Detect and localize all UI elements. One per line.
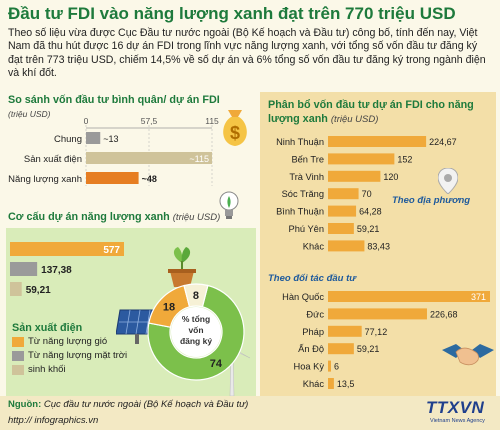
province-category-label: Bến Tre	[291, 154, 324, 164]
structure-bar-chart: 577 137,38 59,21	[10, 242, 124, 296]
pie-slice	[183, 283, 209, 308]
avg-tick-label: 115	[205, 116, 219, 126]
avg-chart-title: So sánh vốn đầu tư bình quân/ dự án FDI	[8, 94, 220, 106]
partner-value-label: 226,68	[430, 309, 458, 319]
province-category-label: Trà Vinh	[289, 172, 324, 182]
money-bag-icon: $	[223, 110, 247, 146]
intro-paragraph: Theo số liệu vừa được Cục Đầu tư nước ng…	[8, 27, 486, 80]
partner-bar	[328, 308, 427, 320]
pie-center-label: vốn	[188, 325, 203, 335]
partner-bar	[328, 325, 362, 337]
pie-slice	[147, 284, 245, 381]
structure-chart-title: Cơ cấu dự án năng lượng xanh (triệu USD)	[8, 211, 221, 223]
svg-text:$: $	[230, 123, 240, 143]
province-category-label: Khác	[303, 241, 325, 251]
province-bar	[328, 153, 395, 165]
handshake-icon	[442, 344, 494, 366]
province-value-label: 59,21	[357, 224, 380, 234]
map-pin-icon	[438, 168, 458, 194]
partner-bar	[328, 291, 490, 302]
avg-category-label: Sản xuất điện	[24, 154, 82, 165]
legend-item-wind: Từ năng lượng gió	[12, 336, 107, 347]
legend-title: Sản xuất điện	[12, 322, 83, 334]
pie-value-label: 18	[163, 302, 175, 314]
province-value-label: 152	[397, 154, 412, 164]
province-value-label: 70	[362, 189, 372, 199]
province-bar-chart: Ninh Thuận 224,67 Bến Tre 152 Trà Vinh 120 Sóc…	[276, 136, 457, 252]
structure-bar	[10, 282, 22, 296]
source-line: Nguồn: Cục đầu tư nước ngoài (Bộ Kế hoạc…	[8, 399, 249, 410]
province-value-label: 120	[383, 172, 398, 182]
legend-item-solar: Từ năng lượng mặt trời	[12, 350, 127, 361]
avg-tick-label: 57,5	[141, 116, 158, 126]
partner-value-label: 13,5	[337, 379, 355, 389]
province-bar	[328, 223, 354, 234]
partner-category-label: Hàn Quốc	[282, 292, 324, 302]
avg-bar	[86, 152, 212, 164]
province-value-label: 64,28	[359, 207, 382, 217]
pie-center	[171, 307, 221, 357]
province-category-label: Sóc Trăng	[282, 189, 324, 199]
province-group-label: Theo địa phương	[392, 195, 471, 206]
partner-value-label: 371	[471, 292, 486, 302]
avg-chart-unit: (triệu USD)	[8, 109, 51, 119]
partner-category-label: Đức	[306, 309, 324, 319]
avg-value-label: ~115	[189, 154, 209, 164]
pie-value-label: 8	[193, 290, 199, 302]
province-bar	[328, 240, 365, 252]
avg-bar	[86, 172, 139, 184]
pie-center-label: % tổng	[182, 314, 210, 324]
province-value-label: 83,43	[367, 241, 390, 251]
avg-category-label: Chung	[54, 134, 82, 145]
ttxvn-logo: TTXVN	[426, 398, 485, 417]
partner-category-label: Ấn Độ	[298, 344, 324, 354]
website-link[interactable]: http:// infographics.vn	[8, 415, 99, 426]
logo-subtitle: Vietnam News Agency	[430, 418, 485, 424]
legend-item-biomass: sinh khối	[12, 364, 66, 375]
province-bar	[328, 188, 359, 200]
partner-bar-chart: Hàn Quốc 371 Đức 226,68 Pháp 77,12 Ấn Độ 59,21 H…	[282, 291, 490, 389]
allocation-chart-title: Phân bổ vốn đầu tư dự án FDI cho năng lư…	[268, 99, 474, 125]
province-category-label: Bình Thuận	[276, 207, 324, 217]
avg-bar	[86, 132, 101, 144]
partner-value-label: 6	[334, 362, 339, 372]
pie-value-label: 74	[210, 358, 223, 370]
avg-value-label: ~13	[103, 134, 118, 144]
partner-category-label: Hoa Kỳ	[294, 362, 325, 372]
structure-value-label: 577	[103, 245, 120, 256]
province-category-label: Ninh Thuận	[276, 137, 324, 147]
footer	[0, 396, 500, 430]
partner-bar	[328, 378, 334, 389]
avg-category-label: Năng lượng xanh	[8, 174, 82, 185]
avg-investment-chart: 0 57,5 115 Chung ~13 Sản xuất điện ~115 Năng lư…	[8, 116, 219, 186]
plant-pot-icon	[168, 247, 196, 287]
avg-value-label: ~48	[142, 174, 157, 184]
structure-bar	[10, 262, 38, 276]
structure-bar	[10, 242, 124, 256]
province-bar	[328, 205, 357, 217]
pie-center-label: đăng ký	[180, 336, 212, 346]
partner-group-label: Theo đối tác đầu tư	[268, 273, 357, 284]
partner-value-label: 77,12	[365, 327, 388, 337]
partner-bar	[328, 360, 331, 372]
structure-value-label: 59,21	[26, 285, 51, 296]
partner-category-label: Khác	[303, 379, 325, 389]
partner-category-label: Pháp	[302, 327, 324, 337]
province-value-label: 224,67	[429, 137, 457, 147]
structure-value-label: 137,38	[41, 265, 72, 276]
province-bar	[328, 170, 381, 182]
province-bar	[328, 136, 427, 147]
partner-value-label: 59,21	[357, 344, 380, 354]
avg-tick-label: 0	[84, 116, 89, 126]
page-title: Đầu tư FDI vào năng lượng xanh đạt trên …	[8, 4, 456, 23]
partner-bar	[328, 343, 354, 355]
lightbulb-icon	[219, 191, 239, 219]
province-category-label: Phú Yên	[289, 224, 325, 234]
